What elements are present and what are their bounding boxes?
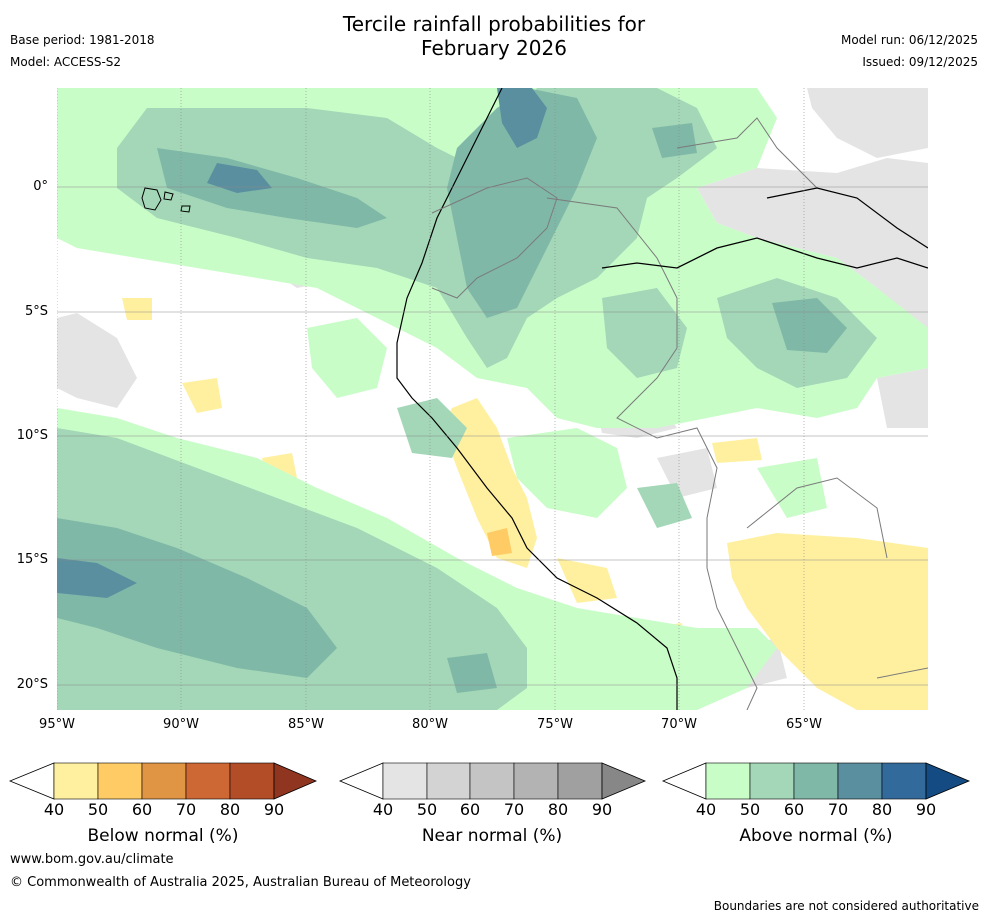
below-tick-70: 70 (175, 800, 197, 819)
above-swatch-70 (837, 762, 883, 800)
lat-label-5s: 5°S (24, 304, 48, 319)
copyright-text: © Commonwealth of Australia 2025, Austra… (10, 875, 471, 890)
coastline (396, 88, 678, 710)
lon-label-90w: 90°W (163, 717, 199, 732)
near-tick-50: 50 (416, 800, 438, 819)
near-swatch-80 (557, 762, 603, 800)
gridlines (57, 88, 928, 710)
below-tick-40: 40 (43, 800, 65, 819)
near-tick-60: 60 (459, 800, 481, 819)
near-swatch-50 (426, 762, 471, 800)
colorbar-above-normal (661, 762, 971, 800)
country-borders (431, 117, 928, 710)
below-under-triangle (8, 762, 55, 800)
lat-label-0: 0° (33, 179, 48, 194)
rainfall-map (57, 88, 928, 710)
galapagos-islands (141, 187, 191, 213)
below-swatch-70 (185, 762, 231, 800)
near-normal-label: Near normal (%) (421, 826, 563, 846)
lon-label-95w: 95°W (39, 717, 75, 732)
above-swatch-60 (793, 762, 839, 800)
lat-label-15s: 15°S (16, 552, 48, 567)
river-north (766, 187, 928, 249)
meta-left: Base period: 1981-2018 Model: ACCESS-S2 (10, 29, 155, 73)
above-normal-label: Above normal (%) (739, 826, 893, 846)
base-period: Base period: 1981-2018 (10, 33, 155, 47)
lon-label-70w: 70°W (661, 717, 697, 732)
lon-label-85w: 85°W (288, 717, 324, 732)
below-tick-90: 90 (263, 800, 285, 819)
below-swatch-40 (53, 762, 99, 800)
below-swatch-60 (141, 762, 187, 800)
near-swatch-40 (382, 762, 428, 800)
below-tick-80: 80 (219, 800, 241, 819)
model-run: Model run: 06/12/2025 (840, 33, 978, 47)
above-tick-70: 70 (827, 800, 849, 819)
website-link[interactable]: www.bom.gov.au/climate (10, 852, 174, 867)
below-tick-50: 50 (87, 800, 109, 819)
below-over-triangle (273, 762, 318, 800)
map-title: Tercile rainfall probabilities for Febru… (0, 12, 988, 60)
colorbars (8, 762, 971, 800)
near-tick-90: 90 (591, 800, 613, 819)
above-swatch-50 (749, 762, 795, 800)
title-line-1: Tercile rainfall probabilities for (342, 12, 646, 36)
near-tick-70: 70 (503, 800, 525, 819)
below-tick-60: 60 (131, 800, 153, 819)
below-swatch-50 (97, 762, 143, 800)
meta-right: Model run: 06/12/2025 Issued: 09/12/2025 (841, 29, 978, 73)
near-tick-80: 80 (547, 800, 569, 819)
above-tick-50: 50 (739, 800, 761, 819)
colorbar-below-normal (8, 762, 318, 800)
above-tick-40: 40 (695, 800, 717, 819)
above-swatch-40 (705, 762, 751, 800)
above-under-triangle (661, 762, 707, 800)
above-swatch-80 (881, 762, 927, 800)
issued-date: Issued: 09/12/2025 (862, 55, 978, 69)
above-tick-80: 80 (871, 800, 893, 819)
lon-label-80w: 80°W (412, 717, 448, 732)
below-normal-label: Below normal (%) (87, 826, 239, 846)
near-under-triangle (338, 762, 384, 800)
colorbar-near-normal (338, 762, 647, 800)
title-line-2: February 2026 (421, 36, 567, 60)
near-over-triangle (601, 762, 647, 800)
near-tick-40: 40 (372, 800, 394, 819)
above-over-triangle (925, 762, 971, 800)
amazon-river (601, 237, 928, 269)
above-normal-70-areas (57, 88, 547, 598)
below-swatch-80 (229, 762, 275, 800)
lon-label-75w: 75°W (537, 717, 573, 732)
near-swatch-60 (469, 762, 515, 800)
above-tick-60: 60 (783, 800, 805, 819)
lon-label-65w: 65°W (786, 717, 822, 732)
lat-label-10s: 10°S (16, 428, 48, 443)
model-name: Model: ACCESS-S2 (10, 55, 122, 69)
above-tick-90: 90 (915, 800, 937, 819)
lat-label-20s: 20°S (16, 677, 48, 692)
near-swatch-70 (513, 762, 559, 800)
disclaimer-text: Boundaries are not considered authoritat… (713, 899, 979, 913)
